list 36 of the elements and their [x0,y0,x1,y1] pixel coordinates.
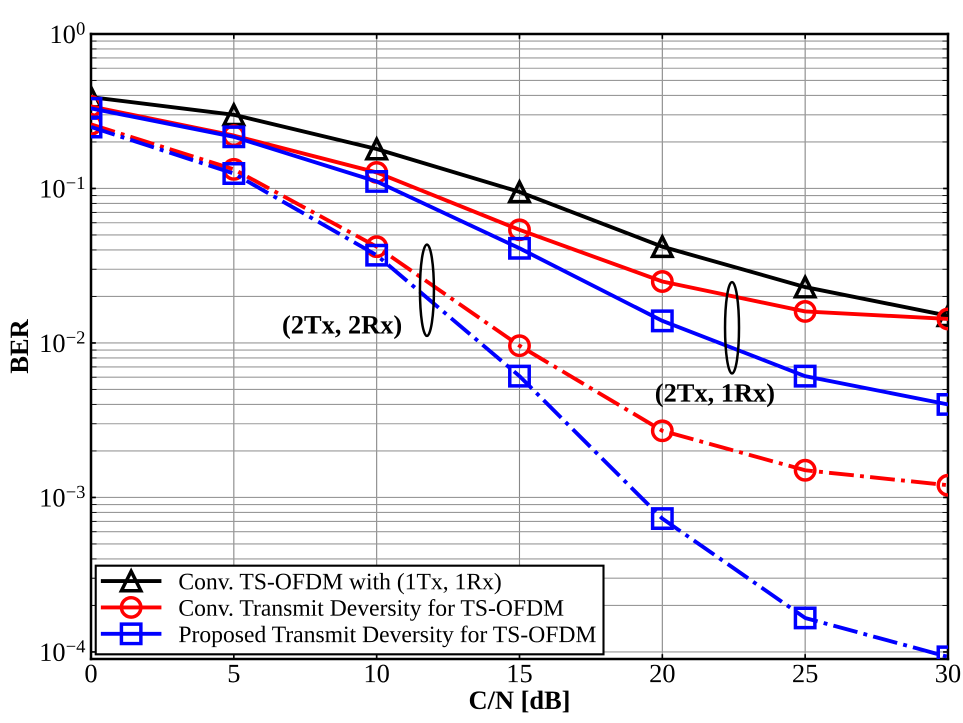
point [222,103,246,126]
legend-label: Conv. Transmit Deversity for TS-OFDM [179,599,564,621]
point [222,162,246,185]
point [365,170,388,193]
point [508,364,531,388]
legend-label: Conv. TS-OFDM with (1Tx, 1Rx) [179,572,501,594]
y-tick-label: 10$^{−2}$ [41,331,84,352]
annotation: (2Tx, 2Rx) [283,315,402,340]
y-tick-label: 10$^{0}$ [52,22,85,44]
point [650,507,674,530]
point [794,458,817,482]
x-tick-label: 0 [85,664,97,682]
point [508,180,531,204]
x-tick-label: 15 [508,664,532,682]
x-axis-title: C/N [dB] [470,690,568,712]
point [650,309,674,332]
x-tick-label: 25 [793,664,818,682]
y-axis-title: BER [10,319,28,374]
y-tick-label: 10$^{−3}$ [41,486,85,507]
legend-label: Proposed Transmit Deversity for TS-OFDM [179,625,596,648]
point [650,235,674,258]
x-tick-label: 5 [228,664,240,682]
point [508,236,531,260]
point [650,419,674,442]
point [794,364,817,388]
point [650,270,674,293]
point [365,244,388,267]
y-tick-label: 10$^{−1}$ [41,176,84,198]
y-tick-label: 10$^{−4}$ [41,640,86,662]
point [794,606,817,630]
point [508,334,531,358]
x-tick-label: 30 [936,664,960,682]
annotation: (2Tx, 1Rx) [656,383,774,408]
x-tick-label: 10 [366,664,389,682]
point [794,300,817,323]
x-tick-label: 20 [650,664,675,682]
